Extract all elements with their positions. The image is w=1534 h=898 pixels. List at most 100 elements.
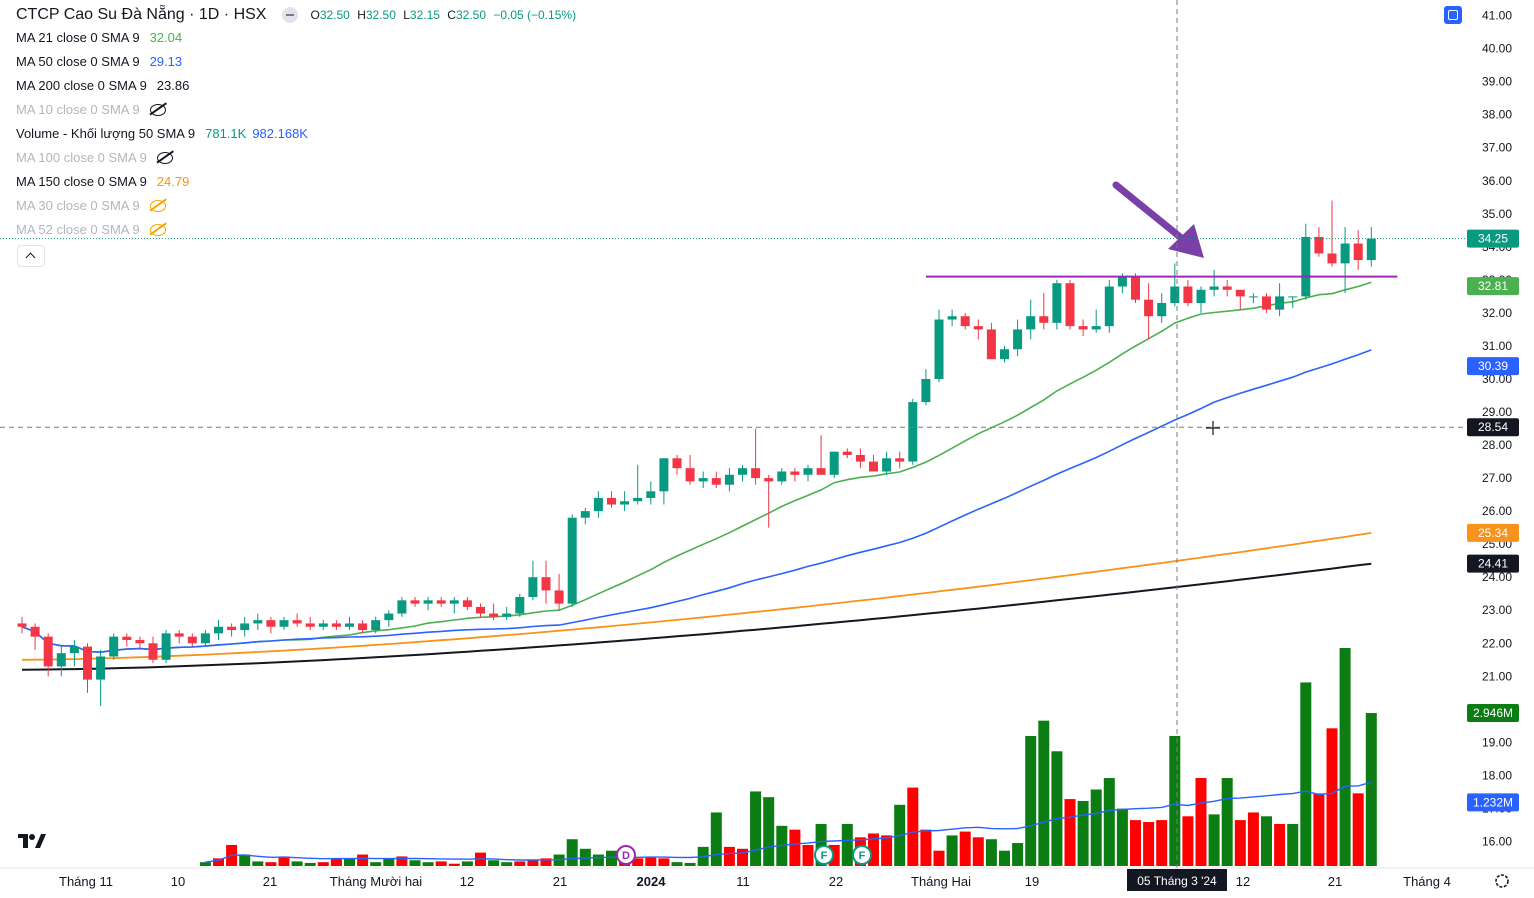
volume-bar xyxy=(265,862,277,866)
price-tick-label: 23.00 xyxy=(1482,603,1512,617)
indicator-volume[interactable]: Volume - Khối lượng 50 SMA 9 781.1K 982.16… xyxy=(16,122,580,146)
candle-body xyxy=(83,646,92,680)
volume-bar xyxy=(488,860,500,866)
candle-body xyxy=(738,468,747,475)
annotation-arrow-shaft xyxy=(1112,181,1194,249)
price-tick-label: 37.00 xyxy=(1482,141,1512,155)
volume-bar xyxy=(1130,820,1141,866)
volume-bar xyxy=(763,797,775,866)
price-axis-background xyxy=(1466,0,1534,898)
low-value: 32.15 xyxy=(409,8,440,22)
indicator-label: MA 50 close 0 SMA 9 xyxy=(16,54,140,69)
volume-bar xyxy=(985,839,997,866)
time-tick-label: Tháng 11 xyxy=(59,874,113,889)
indicator-label: MA 10 close 0 SMA 9 xyxy=(16,102,140,117)
event-marker xyxy=(616,845,636,865)
event-marker-label: F xyxy=(821,850,828,862)
hidden-eye-icon[interactable] xyxy=(156,152,173,164)
candle-body xyxy=(30,626,40,637)
price-badge-label: 1.232M xyxy=(1473,795,1513,809)
time-tick-label: 21 xyxy=(553,874,567,889)
volume-bar xyxy=(448,863,460,866)
event-marker-label: D xyxy=(622,850,630,862)
candle-body xyxy=(777,471,787,482)
price-badge-label: 34.25 xyxy=(1478,232,1508,246)
price-tick-label: 21.00 xyxy=(1482,669,1512,683)
candle-body xyxy=(646,491,656,498)
candle-body xyxy=(751,468,761,479)
candle-body xyxy=(1170,286,1180,304)
volume-bar xyxy=(566,839,578,866)
volume-bar xyxy=(999,850,1010,866)
candlesticks xyxy=(17,200,1376,707)
volume-bar xyxy=(501,862,513,866)
indicator-ma30[interactable]: MA 30 close 0 SMA 9 xyxy=(16,194,580,218)
volume-bar xyxy=(815,823,827,866)
ma200-line xyxy=(21,562,1372,671)
candle-body xyxy=(842,451,852,455)
indicator-ma200[interactable]: MA 200 close 0 SMA 9 23.86 xyxy=(16,74,580,98)
tradingview-logo-icon xyxy=(16,830,48,856)
candle-body xyxy=(358,623,368,631)
candle-body xyxy=(345,623,354,627)
volume-bar xyxy=(632,858,644,866)
candle-body xyxy=(109,636,119,657)
volume-bar xyxy=(383,858,395,866)
volume-ma-value: 982.168K xyxy=(252,126,308,141)
indicator-label: Volume - Khối lượng 50 SMA 9 xyxy=(16,126,196,141)
indicator-ma150[interactable]: MA 150 close 0 SMA 9 24.79 xyxy=(16,170,580,194)
time-tick-label: 19 xyxy=(1025,874,1039,889)
volume-bar xyxy=(1103,778,1115,866)
indicator-ma52[interactable]: MA 52 close 0 SMA 9 xyxy=(16,218,580,242)
candle-body xyxy=(803,468,813,475)
price-badge-label: 25.34 xyxy=(1478,526,1508,540)
volume-bar xyxy=(252,861,264,866)
candle-body xyxy=(489,613,499,617)
ohlc-values: O32.50 H32.50 L32.15 C32.50 −0.05 (−0.15… xyxy=(310,4,580,26)
candle-body xyxy=(449,600,459,604)
volume-bar xyxy=(1287,823,1299,866)
volume-bar xyxy=(199,862,211,866)
fullscreen-icon[interactable] xyxy=(1444,6,1462,24)
volume-bar xyxy=(946,835,958,866)
volume-bar xyxy=(1182,816,1194,866)
volume-bar xyxy=(1221,778,1233,866)
hidden-eye-icon[interactable] xyxy=(149,104,166,116)
indicator-ma10[interactable]: MA 10 close 0 SMA 9 xyxy=(16,98,580,122)
crosshair-cursor-icon xyxy=(1206,421,1220,435)
volume-bar xyxy=(330,858,342,866)
candle-body xyxy=(318,623,328,627)
collapse-legend-button[interactable] xyxy=(17,245,45,267)
price-axis: 16.0017.0018.0019.0020.0021.0022.0023.00… xyxy=(1466,0,1534,898)
candle-body xyxy=(1340,243,1350,264)
candle-body xyxy=(764,478,774,482)
candle-body xyxy=(1222,286,1232,290)
candle-body xyxy=(161,633,171,660)
candle-body xyxy=(659,458,669,492)
settings-gear-icon[interactable] xyxy=(1495,874,1509,888)
indicator-ma21[interactable]: MA 21 close 0 SMA 9 32.04 xyxy=(16,26,580,50)
volume-bar xyxy=(396,856,408,866)
time-tick-label: 10 xyxy=(171,874,185,889)
indicator-ma50[interactable]: MA 50 close 0 SMA 9 29.13 xyxy=(16,50,580,74)
more-options-icon[interactable] xyxy=(282,7,299,23)
price-badge xyxy=(1467,704,1519,723)
hidden-eye-icon[interactable] xyxy=(149,224,166,236)
candle-body xyxy=(1288,296,1298,298)
candle-body xyxy=(1013,329,1023,350)
open-label: O xyxy=(310,8,320,22)
indicator-value: 29.13 xyxy=(149,54,183,69)
candle-body xyxy=(1235,289,1245,297)
indicator-ma100[interactable]: MA 100 close 0 SMA 9 xyxy=(16,146,580,170)
volume-bar xyxy=(592,854,604,866)
candle-body xyxy=(69,646,79,654)
candle-body xyxy=(921,378,931,403)
symbol-title[interactable]: CTCP Cao Su Đà Nẵng · 1D · HSX xyxy=(16,6,267,23)
candle-body xyxy=(1248,296,1258,298)
volume-bar xyxy=(317,862,329,866)
candle-body xyxy=(1039,316,1049,323)
volume-bar xyxy=(1274,823,1286,866)
candle-body xyxy=(882,458,892,472)
hidden-eye-icon[interactable] xyxy=(149,200,166,212)
